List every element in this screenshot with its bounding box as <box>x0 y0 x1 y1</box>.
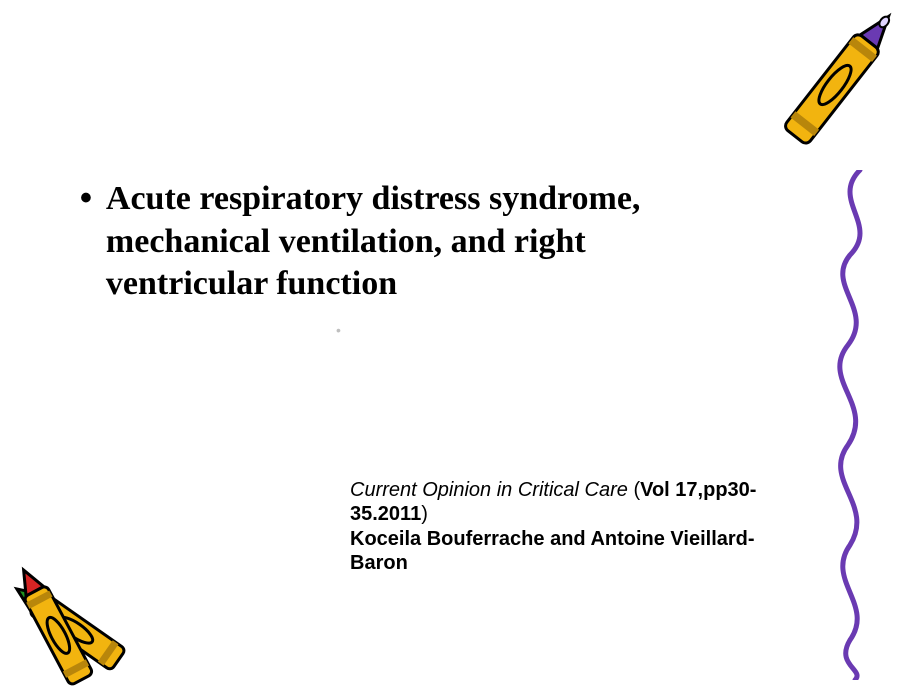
title-bullet: • <box>80 178 92 219</box>
citation-journal: Current Opinion in Critical Care <box>350 479 628 501</box>
citation-open-paren: ( <box>628 479 640 501</box>
title-block: • Acute respiratory distress syndrome, m… <box>80 178 720 306</box>
slide: • Acute respiratory distress syndrome, m… <box>0 0 920 690</box>
citation-block: Current Opinion in Critical Care (Vol 17… <box>350 478 810 576</box>
citation-authors: Koceila Bouferrache and Antoine Vieillar… <box>350 528 755 574</box>
crayon-decoration-top-right-icon <box>740 0 920 180</box>
marker-dot: • <box>336 322 341 338</box>
title-row: • Acute respiratory distress syndrome, m… <box>80 178 720 306</box>
slide-title: Acute respiratory distress syndrome, mec… <box>106 178 720 306</box>
crayon-decoration-bottom-left-icon <box>0 536 194 690</box>
squiggle-decoration-icon <box>820 170 890 680</box>
citation-close-paren: ) <box>421 503 428 525</box>
